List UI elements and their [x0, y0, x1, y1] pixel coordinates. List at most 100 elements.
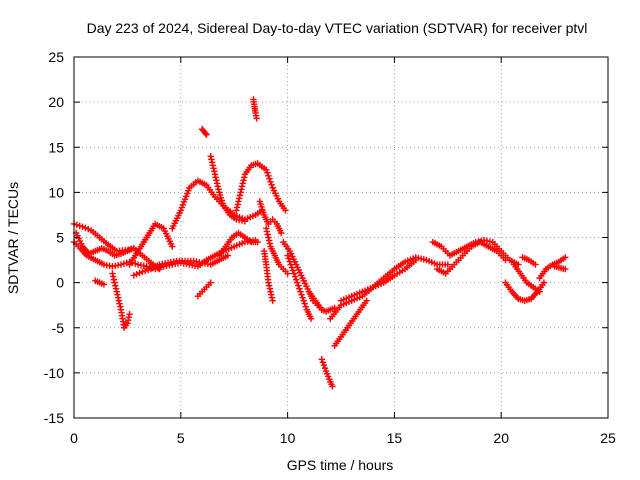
y-tick-label: -5 — [52, 320, 65, 336]
data-point-arc-b — [85, 225, 92, 233]
data-point-arc-a — [120, 260, 128, 267]
data-point-arc-s — [291, 273, 299, 280]
data-point-arc-u — [320, 362, 328, 369]
data-point-arc-ae — [562, 265, 569, 273]
data-point-arc-b — [82, 224, 89, 232]
data-point-arc-x — [412, 256, 419, 264]
data-point-arc-f — [169, 243, 176, 250]
data-point-arc-ab — [536, 288, 543, 295]
data-point-arc-q — [265, 282, 273, 289]
data-point-arc-d — [100, 281, 108, 288]
data-point-arc-s — [296, 285, 303, 292]
data-point-arc-k — [241, 218, 249, 225]
data-point-arc-k — [215, 186, 222, 193]
data-point-arc-m — [267, 178, 274, 186]
chart-title: Day 223 of 2024, Sidereal Day-to-day VTE… — [87, 20, 588, 36]
data-points — [70, 96, 569, 390]
data-point-arc-g — [139, 268, 146, 275]
data-point-arc-e — [126, 311, 133, 318]
data-point-arc-k — [213, 180, 221, 187]
grid — [74, 57, 608, 418]
data-point-arc-m — [264, 169, 271, 177]
data-point-arc-m — [238, 186, 245, 193]
y-tick-label: 0 — [56, 275, 64, 291]
data-point-arc-s — [288, 264, 296, 271]
data-point-arc-s — [302, 303, 309, 310]
data-point-arc-m — [238, 183, 246, 190]
data-point-arc-k — [210, 165, 217, 172]
data-point-arc-u — [329, 383, 336, 390]
data-point-arc-s — [286, 258, 293, 265]
data-point-arc-k — [208, 159, 216, 166]
data-point-arc-e — [124, 320, 131, 327]
data-point-arc-b — [73, 221, 81, 229]
data-point-arc-q — [265, 279, 272, 286]
data-point-arc-e — [114, 294, 122, 301]
y-tick-label: 10 — [48, 184, 64, 200]
data-point-arc-s — [287, 261, 295, 268]
x-tick-labels: 0 5 10 15 20 25 — [70, 430, 616, 446]
data-point-arc-e — [125, 314, 133, 321]
data-point-arc-s — [290, 270, 298, 277]
data-point-arc-s — [299, 294, 306, 301]
data-point-arc-k — [214, 183, 222, 190]
data-point-arc-q — [268, 294, 276, 301]
data-point-arc-q — [269, 297, 276, 304]
data-point-arc-i — [203, 131, 210, 138]
data-point-arc-c — [130, 245, 138, 252]
x-tick-label: 25 — [600, 430, 616, 446]
data-point-arc-m — [233, 204, 241, 211]
data-point-arc-p — [266, 240, 273, 247]
data-point-arc-m — [236, 192, 244, 199]
data-point-arc-w — [444, 261, 451, 268]
data-point-arc-s — [300, 297, 307, 304]
data-point-arc-m — [234, 201, 241, 208]
data-point-arc-p — [284, 270, 291, 277]
data-point-arc-m — [268, 181, 275, 189]
data-point-arc-m — [235, 198, 242, 205]
y-tick-label: -10 — [44, 365, 64, 381]
data-point-arc-k — [212, 174, 219, 181]
data-point-arc-m — [263, 166, 270, 174]
data-point-arc-e — [112, 285, 120, 292]
data-point-arc-p — [263, 225, 270, 232]
data-point-arc-i — [202, 130, 209, 137]
data-point-arc-e — [110, 276, 118, 283]
data-point-arc-m — [237, 189, 244, 196]
data-point-arc-u — [318, 356, 325, 363]
data-point-arc-m — [266, 175, 273, 183]
data-point-arc-m — [282, 207, 289, 214]
data-point-arc-p — [263, 228, 271, 235]
data-point-arc-s — [307, 315, 315, 322]
data-point-arc-s — [289, 267, 297, 274]
x-tick-label: 5 — [177, 430, 185, 446]
data-point-arc-e — [116, 300, 123, 307]
data-point-arc-e — [109, 273, 117, 280]
data-point-arc-g — [144, 266, 152, 274]
x-tick-label: 20 — [493, 430, 509, 446]
x-axis-label: GPS time / hours — [287, 457, 394, 473]
data-point-arc-g — [136, 269, 143, 277]
data-point-arc-k — [213, 177, 220, 184]
data-point-arc-v — [363, 297, 370, 304]
data-point-arc-a — [117, 261, 125, 268]
data-point-arc-e — [114, 291, 121, 298]
data-point-arc-l — [254, 238, 261, 246]
data-point-arc-u — [319, 359, 327, 366]
y-tick-label: -15 — [44, 410, 64, 426]
data-point-arc-k — [211, 171, 219, 178]
data-point-arc-e — [115, 297, 123, 304]
data-point-arc-e — [124, 317, 132, 324]
data-point-arc-s — [285, 255, 292, 262]
data-point-arc-b — [76, 222, 83, 229]
data-point-arc-m — [235, 195, 243, 202]
data-point-arc-k — [208, 156, 215, 163]
data-point-arc-p — [264, 231, 271, 238]
data-point-arc-m — [240, 174, 248, 181]
data-point-arc-p — [265, 237, 273, 244]
data-point-arc-m — [240, 177, 247, 184]
data-point-arc-e — [117, 303, 124, 310]
data-point-arc-a — [132, 260, 139, 267]
data-point-arc-aa — [540, 279, 548, 286]
